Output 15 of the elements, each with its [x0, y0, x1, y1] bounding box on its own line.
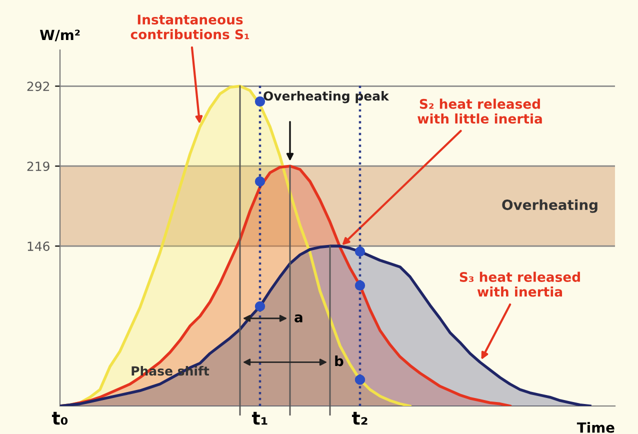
x-axis-title: Time [576, 422, 614, 433]
annotation: a [294, 314, 302, 322]
annotation: b [335, 355, 344, 366]
annotation: Overheating peak [264, 91, 390, 104]
y-tick-label: 146 [28, 242, 50, 251]
x-tick-label: t₂ [352, 412, 368, 425]
text: S₃ heat released with inertia [460, 272, 580, 297]
x-tick-label: t₁ [252, 412, 268, 425]
y-tick-label: 219 [27, 162, 50, 172]
x-tick-label: t₀ [52, 412, 68, 425]
band-label: Overheating [502, 199, 598, 213]
y-axis-title: W/m² [40, 30, 80, 42]
y-tick-label: 292 [27, 82, 50, 92]
text: Instantaneous contributions S₁ [130, 14, 249, 40]
text: S₂ heat released with little inertia [418, 98, 542, 124]
